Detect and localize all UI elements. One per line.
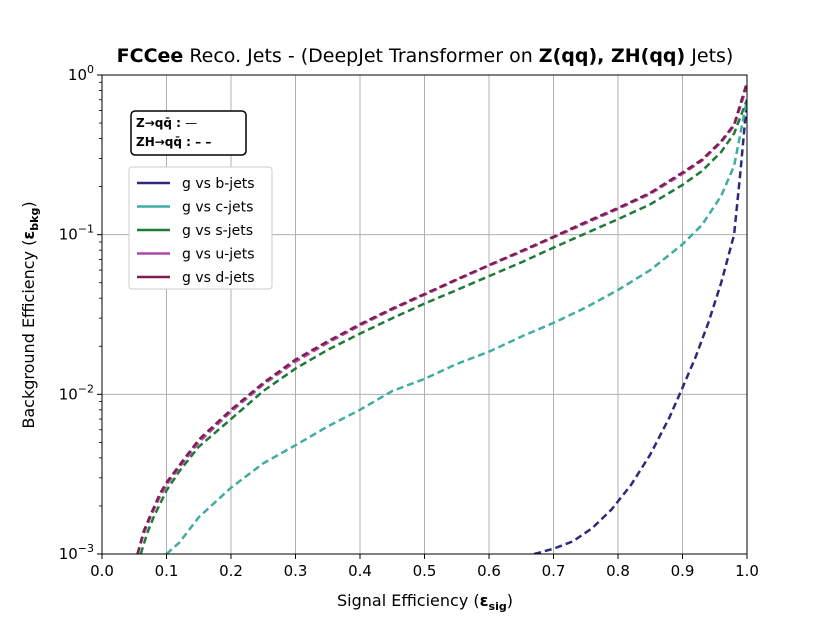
process-legend-box <box>130 110 247 156</box>
y-tick-label: 10−3 <box>59 542 94 563</box>
x-tick-label: 0.9 <box>671 562 695 580</box>
process-legend-zh-style: – – <box>195 135 211 149</box>
x-tick-label: 0.4 <box>348 562 372 580</box>
legend-label-2: g vs c-jets <box>182 200 253 216</box>
x-tick-label: 0.6 <box>477 562 501 580</box>
series-layer <box>136 81 747 554</box>
legend-label-5: g vs d-jets <box>182 270 255 286</box>
process-legend-z-style: — <box>185 116 197 130</box>
process-legend-zh-label: ZH→qq̄ : <box>136 135 191 149</box>
x-axis-label-text: Signal Efficiency <box>337 591 468 610</box>
chart-title: FCCee Reco. Jets - (DeepJet Transformer … <box>117 45 734 67</box>
series-line-4 <box>136 85 747 554</box>
title-bold2: Z(qq), ZH(qq) <box>539 45 685 67</box>
legend-label-1: g vs b-jets <box>182 176 255 192</box>
process-legend-z: Z→qq̄ : — <box>136 116 197 130</box>
title-normal: Reco. Jets - (DeepJet Transformer on <box>189 45 532 67</box>
y-tick-label: 10−2 <box>59 382 94 403</box>
y-axis-label-text: Background Efficiency <box>19 251 38 429</box>
x-tick-label: 1.0 <box>735 562 759 580</box>
title-bold: FCCee <box>117 45 184 67</box>
series-line-1 <box>533 99 747 554</box>
y-axis-symbol: ε <box>19 231 38 240</box>
series-legend: g vs b-jets g vs c-jets g vs s-jets g vs u-… <box>128 166 273 290</box>
ticks: 0.0 0.1 0.2 0.3 0.4 0.5 0.6 0.7 0.8 0.9 1.0 100 10−1… <box>59 63 759 580</box>
x-axis-sub: sig <box>489 600 507 613</box>
y-axis-sub: bkg <box>28 208 41 231</box>
series-line-5 <box>136 81 747 554</box>
x-tick-label: 0.5 <box>413 562 437 580</box>
x-tick-label: 0.0 <box>90 562 114 580</box>
title-end: Jets) <box>690 45 733 67</box>
x-tick-label: 0.3 <box>284 562 308 580</box>
y-axis-label: Background Efficiency (εbkg) <box>19 201 41 428</box>
x-tick-label: 0.2 <box>219 562 243 580</box>
x-axis-symbol: ε <box>480 591 489 610</box>
y-tick-label: 10−1 <box>59 223 94 244</box>
series-line-3 <box>139 99 747 554</box>
legend-label-3: g vs s-jets <box>182 223 253 239</box>
x-tick-label: 0.1 <box>155 562 179 580</box>
y-tick-label: 100 <box>68 63 94 84</box>
x-tick-label: 0.7 <box>542 562 566 580</box>
x-tick-label: 0.8 <box>606 562 630 580</box>
series-legend-box <box>128 166 273 290</box>
process-legend-zh: ZH→qq̄ : – – <box>136 135 211 149</box>
process-legend-z-label: Z→qq̄ : <box>136 116 181 130</box>
process-legend: Z→qq̄ : — ZH→qq̄ : – – <box>130 110 247 156</box>
legend-label-4: g vs u-jets <box>182 247 255 263</box>
x-axis-label: Signal Efficiency (εsig) <box>337 591 513 613</box>
series-line-2 <box>165 99 747 554</box>
